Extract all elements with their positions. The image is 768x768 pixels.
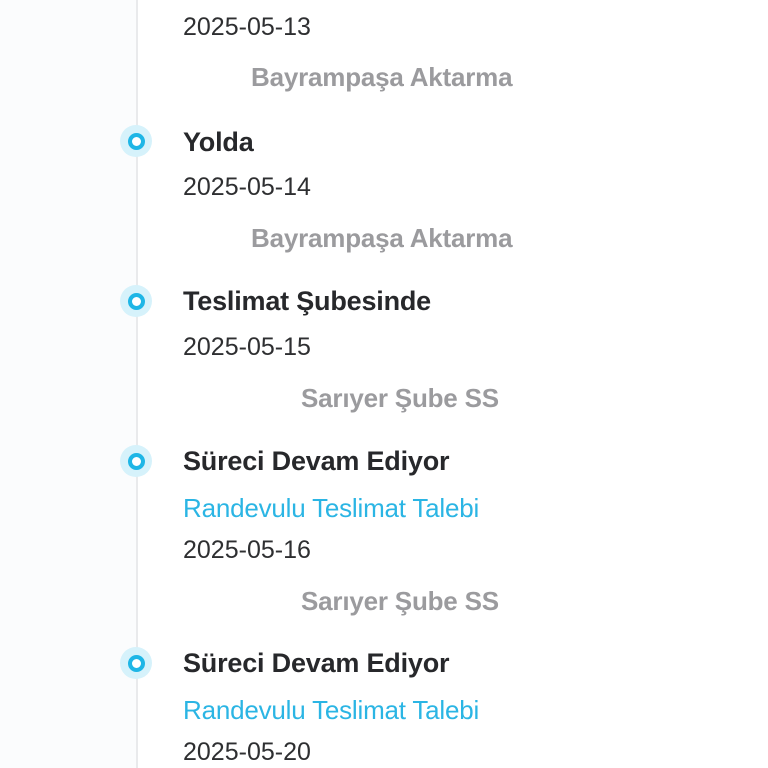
event-place: Sarıyer Şube SS: [301, 383, 499, 413]
event-date: 2025-05-14: [183, 173, 311, 201]
timeline-marker-icon: [120, 647, 152, 679]
event-date: 2025-05-16: [183, 536, 311, 564]
event-note[interactable]: Randevulu Teslimat Talebi: [183, 695, 480, 725]
timeline-marker-icon: [120, 125, 152, 157]
event-date: 2025-05-13: [183, 13, 311, 41]
timeline-marker-icon: [120, 445, 152, 477]
event-place: Bayrampaşa Aktarma: [251, 223, 513, 253]
timeline-rail-line: [136, 0, 138, 768]
timeline-rail-background: [0, 0, 137, 768]
event-place: Bayrampaşa Aktarma: [251, 62, 513, 92]
event-date: 2025-05-15: [183, 333, 311, 361]
timeline-marker-icon: [120, 285, 152, 317]
event-place: Sarıyer Şube SS: [301, 586, 499, 616]
event-status: Süreci Devam Ediyor: [183, 648, 450, 678]
event-status: Süreci Devam Ediyor: [183, 446, 450, 476]
event-status: Teslimat Şubesinde: [183, 286, 431, 316]
event-date: 2025-05-20: [183, 738, 311, 766]
event-note[interactable]: Randevulu Teslimat Talebi: [183, 493, 480, 523]
event-status: Yolda: [183, 127, 254, 157]
